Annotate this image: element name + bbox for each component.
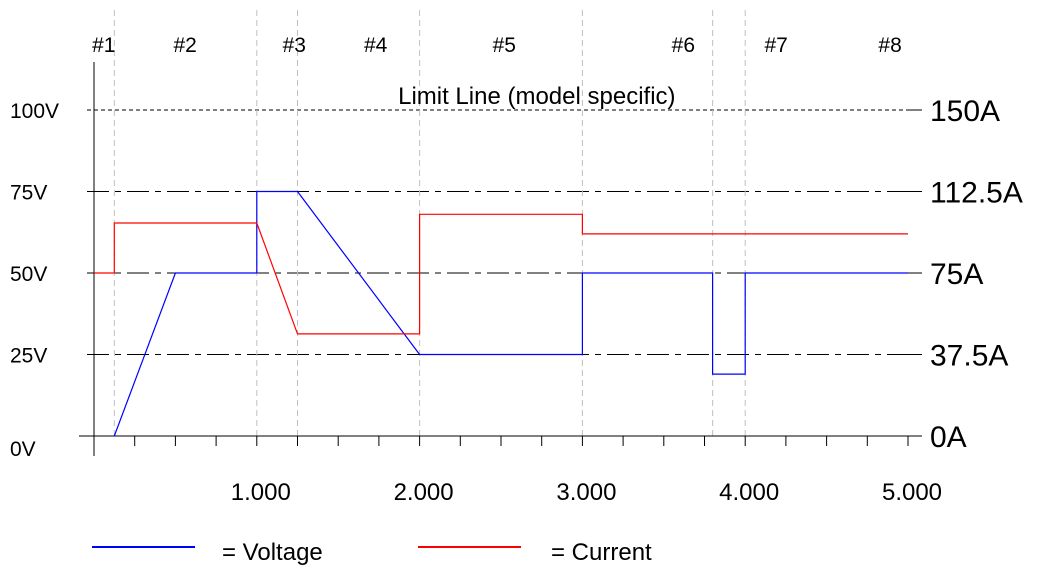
labels: 0V 25V 50V 75V 100V 0A 37.5A 75A 112.5A 150A 1.000… <box>10 34 1023 506</box>
limit-line-annotation: Limit Line (model specific) <box>398 83 675 110</box>
x-tick-label: 4.000 <box>719 479 779 506</box>
current-tick-label: 75A <box>930 258 983 291</box>
voltage-tick-label: 50V <box>10 263 47 286</box>
series-current-line <box>94 213 908 335</box>
right-ticks <box>908 109 922 437</box>
segment-label: #8 <box>878 34 901 57</box>
x-tick-label: 2.000 <box>394 479 454 506</box>
voltage-tick-label: 75V <box>10 182 47 205</box>
x-ticks <box>93 436 909 446</box>
voltage-tick-label: 25V <box>10 345 47 368</box>
current-tick-label: 0A <box>930 421 967 454</box>
legend-label-2: = Current <box>551 539 652 566</box>
segment-label: #4 <box>364 34 388 57</box>
segment-label: #7 <box>764 34 787 57</box>
segment-label: #6 <box>672 34 695 57</box>
x-tick-label: 5.000 <box>882 479 942 506</box>
legend: = Voltage = Current <box>92 539 652 566</box>
series-lines <box>94 190 908 437</box>
segment-label: #1 <box>92 34 115 57</box>
voltage-tick-label: 0V <box>10 438 36 461</box>
legend-label-1: = Voltage <box>222 539 323 566</box>
segment-label: #3 <box>283 34 306 57</box>
axes <box>79 62 908 456</box>
segment-label: #5 <box>493 34 516 57</box>
voltage-tick-label: 100V <box>10 100 59 123</box>
segment-label: #2 <box>173 34 196 57</box>
grid-lines <box>87 109 908 355</box>
current-tick-label: 112.5A <box>930 177 1023 210</box>
x-tick-label: 3.000 <box>556 479 616 506</box>
series-voltage-line <box>113 190 908 437</box>
current-tick-label: 37.5A <box>930 340 1008 373</box>
current-tick-label: 150A <box>930 95 1000 128</box>
x-tick-label: 1.000 <box>231 479 291 506</box>
